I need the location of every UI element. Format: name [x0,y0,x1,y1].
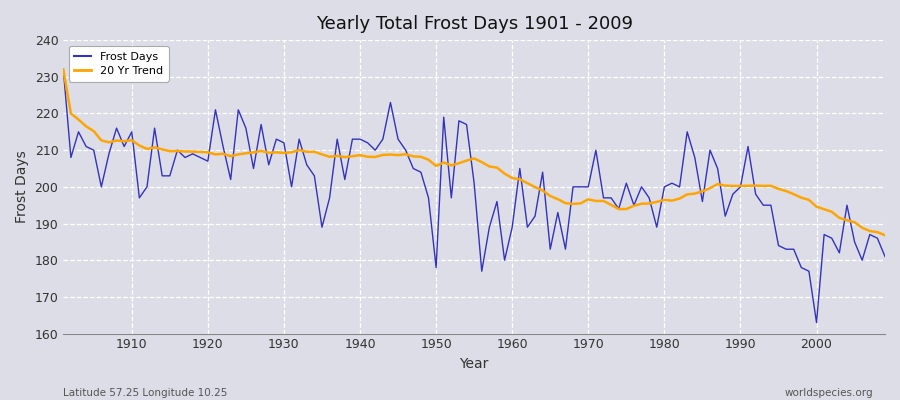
X-axis label: Year: Year [460,357,489,371]
Legend: Frost Days, 20 Yr Trend: Frost Days, 20 Yr Trend [68,46,168,82]
Title: Yearly Total Frost Days 1901 - 2009: Yearly Total Frost Days 1901 - 2009 [316,15,633,33]
Text: worldspecies.org: worldspecies.org [785,388,873,398]
Text: Latitude 57.25 Longitude 10.25: Latitude 57.25 Longitude 10.25 [63,388,228,398]
Y-axis label: Frost Days: Frost Days [15,150,29,223]
